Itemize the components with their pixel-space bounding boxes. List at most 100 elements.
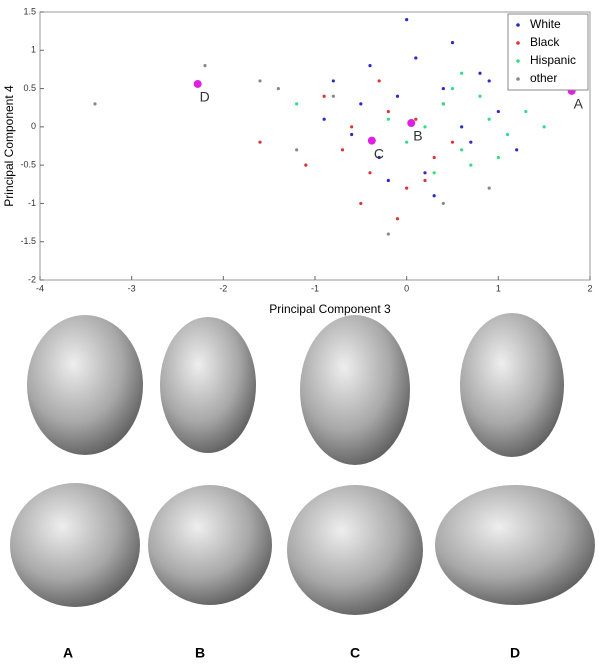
y-tick-label: -2	[28, 274, 36, 284]
point	[368, 64, 372, 68]
point	[276, 86, 280, 91]
point	[203, 64, 207, 68]
legend-label: Hispanic	[530, 53, 576, 67]
point	[331, 94, 335, 98]
point	[478, 71, 482, 75]
point	[487, 186, 491, 190]
point	[460, 125, 464, 129]
legend-label: Black	[530, 35, 560, 49]
legend-marker	[516, 59, 520, 63]
point	[487, 117, 491, 121]
point	[350, 132, 354, 137]
point	[93, 102, 97, 106]
point	[395, 217, 400, 221]
point	[350, 125, 354, 129]
point	[395, 94, 400, 98]
x-tick-label: -2	[219, 283, 227, 293]
y-tick-label: 1.5	[23, 6, 36, 16]
x-tick-label: -3	[128, 283, 136, 293]
face-profile	[435, 485, 595, 605]
legend-marker	[516, 77, 520, 81]
y-axis-label: Principal Component 4	[2, 85, 16, 207]
point	[322, 94, 326, 98]
point	[258, 140, 262, 144]
point	[542, 125, 546, 129]
panel-label: D	[510, 645, 520, 661]
point	[478, 94, 482, 98]
highlight-point	[193, 79, 202, 88]
point	[405, 140, 409, 144]
highlight-point	[367, 136, 376, 145]
y-tick-label: 0	[31, 121, 36, 131]
face-front	[160, 317, 256, 453]
point	[423, 125, 427, 129]
x-tick-label: -1	[311, 283, 319, 293]
point	[460, 71, 464, 75]
point	[450, 140, 455, 144]
point	[414, 56, 418, 60]
point	[432, 194, 436, 198]
panel-label: C	[350, 645, 360, 661]
point	[414, 117, 418, 121]
x-axis-label: Principal Component 3	[269, 302, 391, 316]
point	[505, 132, 510, 137]
y-tick-label: 1	[31, 45, 36, 55]
point	[496, 109, 500, 114]
point	[405, 186, 409, 190]
point	[340, 148, 345, 152]
y-tick-label: -1.5	[20, 236, 36, 246]
x-tick-label: 2	[587, 283, 592, 293]
point	[423, 178, 427, 183]
y-tick-label: -1	[28, 198, 36, 208]
faces	[10, 313, 595, 615]
face-front	[460, 313, 564, 457]
point	[304, 163, 308, 167]
point	[450, 86, 455, 91]
point	[295, 148, 299, 152]
y-tick-label: 0.5	[23, 83, 36, 93]
legend-label: White	[530, 17, 561, 31]
highlight-label: D	[200, 89, 210, 105]
face-profile	[148, 485, 272, 605]
point	[331, 79, 335, 83]
x-tick-label: 1	[496, 283, 501, 293]
panel-label: A	[63, 645, 73, 661]
point	[496, 155, 500, 160]
point	[368, 171, 372, 175]
point	[441, 86, 445, 91]
point	[295, 102, 299, 106]
point	[460, 148, 464, 152]
face-front	[27, 315, 143, 455]
point	[450, 41, 455, 45]
x-tick-label: -4	[36, 283, 44, 293]
point	[441, 201, 445, 206]
y-tick-label: -0.5	[20, 160, 36, 170]
point	[386, 109, 390, 114]
highlight-label: C	[374, 145, 384, 161]
legend-label: other	[530, 71, 557, 85]
point	[386, 232, 390, 236]
point	[524, 109, 528, 114]
point	[258, 79, 262, 83]
point	[386, 178, 390, 183]
point	[469, 163, 473, 167]
point	[441, 102, 445, 106]
point	[377, 155, 381, 160]
point	[432, 155, 436, 160]
legend-box	[507, 13, 589, 91]
highlight-label: A	[574, 96, 584, 112]
point	[487, 79, 491, 83]
point	[515, 148, 519, 152]
legend-marker	[516, 23, 520, 27]
point	[405, 18, 409, 22]
legend-marker	[516, 41, 520, 45]
point	[469, 140, 473, 144]
point	[386, 117, 390, 121]
highlight-label: B	[413, 128, 422, 144]
point	[423, 171, 427, 175]
face-profile	[287, 485, 423, 615]
panel-label: B	[195, 645, 205, 661]
point	[377, 79, 381, 83]
point	[322, 117, 326, 121]
highlight-point	[407, 119, 416, 128]
